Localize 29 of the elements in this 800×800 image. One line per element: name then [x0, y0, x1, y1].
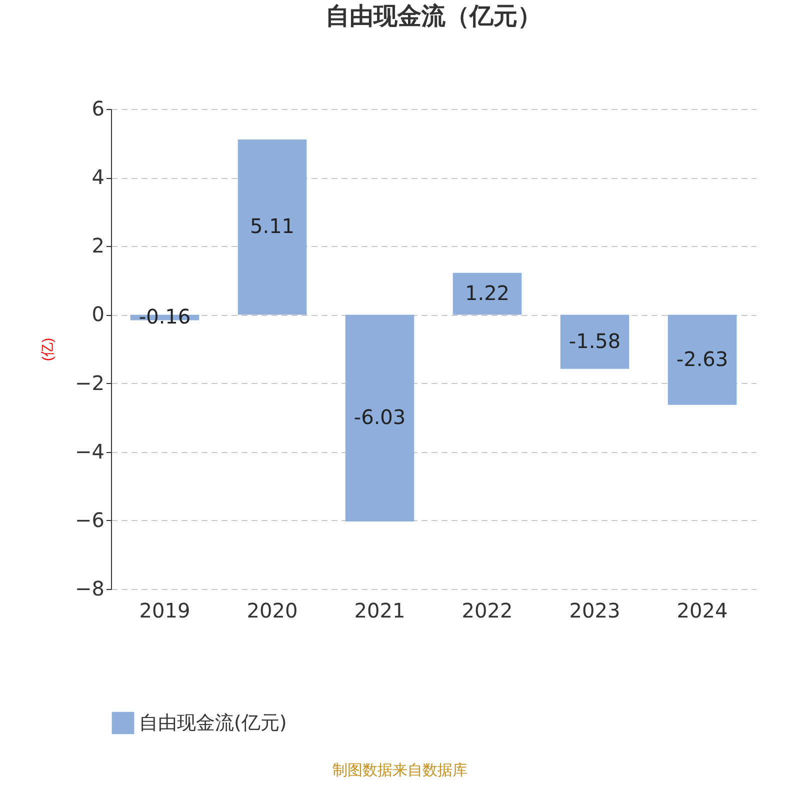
data-label: 1.22 — [464, 280, 510, 305]
y-tick-label: 4 — [92, 165, 104, 190]
text: 制图数据来自数据库 — [332, 761, 468, 780]
chart-title: 自由现金流（亿元） — [326, 2, 542, 30]
bar — [345, 314, 414, 522]
bar — [452, 272, 522, 315]
data-label: -1.58 — [568, 328, 621, 353]
legend-label: 自由现金流(亿元) — [139, 712, 287, 734]
x-tick-label: 2023 — [569, 598, 620, 622]
x-tick-label: 2021 — [354, 598, 406, 622]
y-tick-label: −2 — [75, 370, 104, 395]
bar — [560, 314, 630, 369]
data-label: -2.63 — [676, 346, 728, 371]
x-tick-label: 2024 — [676, 598, 728, 622]
data-label: -0.16 — [138, 304, 191, 328]
y-tick-label: −8 — [75, 576, 104, 600]
x-tick-label: 2022 — [462, 598, 513, 622]
x-tick-label: 2019 — [139, 598, 190, 622]
y-tick-label: 2 — [92, 234, 104, 258]
data-label: -6.03 — [354, 405, 406, 430]
y-tick-label: 0 — [92, 302, 104, 326]
y-tick-label: −6 — [75, 508, 104, 532]
y-tick-label: −4 — [75, 439, 104, 464]
x-tick-label: 2020 — [246, 598, 298, 622]
bar — [668, 314, 737, 405]
y-tick-label: 6 — [92, 96, 104, 120]
y-axis-title: (亿) — [39, 338, 56, 362]
data-label: 5.11 — [250, 214, 295, 238]
bar — [238, 140, 307, 315]
